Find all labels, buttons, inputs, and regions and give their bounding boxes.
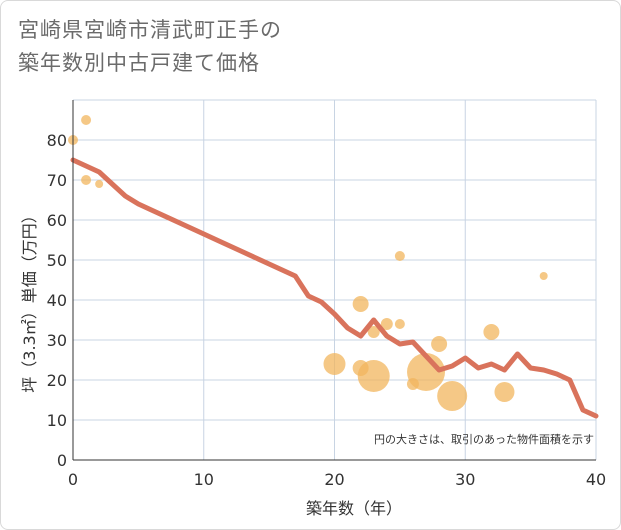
y-tick-label: 70 bbox=[47, 171, 67, 190]
data-point bbox=[494, 382, 515, 402]
data-point bbox=[407, 353, 446, 391]
size-note: 円の大きさは、取引のあった物件面積を示す bbox=[374, 432, 594, 446]
chart-title-line-2: 築年数別中古戸建て価格 bbox=[18, 51, 260, 75]
data-point bbox=[357, 360, 390, 392]
x-tick-label: 0 bbox=[68, 470, 78, 489]
data-point bbox=[380, 318, 393, 330]
y-tick-label: 20 bbox=[47, 371, 67, 390]
average-line-group bbox=[70, 157, 599, 419]
data-points bbox=[68, 115, 548, 411]
x-tick-label: 30 bbox=[455, 470, 475, 489]
x-tick-label: 10 bbox=[194, 470, 214, 489]
x-axis-label: 築年数（年） bbox=[306, 499, 402, 518]
average-line bbox=[70, 157, 599, 419]
data-point bbox=[394, 319, 405, 329]
data-point bbox=[95, 180, 104, 188]
tick-labels: 0 10 20 30 40 50 60 70 80 0 10 20 30 40 bbox=[47, 131, 607, 489]
y-tick-label: 0 bbox=[57, 451, 67, 470]
data-point bbox=[394, 251, 405, 261]
y-tick-label: 60 bbox=[47, 211, 67, 230]
data-point bbox=[431, 336, 448, 352]
data-point bbox=[483, 324, 500, 340]
data-point bbox=[539, 272, 548, 280]
y-tick-label: 80 bbox=[47, 131, 67, 150]
x-tick-label: 20 bbox=[324, 470, 344, 489]
y-tick-label: 10 bbox=[47, 411, 67, 430]
grid bbox=[73, 99, 597, 460]
x-tick-label: 40 bbox=[586, 470, 606, 489]
data-point bbox=[323, 353, 346, 375]
data-point bbox=[437, 381, 468, 411]
y-axis-label: 坪（3.3㎡）単価（万円） bbox=[20, 207, 39, 392]
y-tick-label: 50 bbox=[47, 251, 67, 270]
axes bbox=[72, 100, 596, 461]
chart-title: 宮崎県宮崎市清武町正手の 築年数別中古戸建て価格 bbox=[18, 14, 282, 80]
y-tick-label: 30 bbox=[47, 331, 67, 350]
data-point bbox=[367, 326, 380, 338]
chart-title-line-1: 宮崎県宮崎市清武町正手の bbox=[18, 18, 282, 42]
data-point bbox=[352, 296, 369, 312]
data-point bbox=[81, 115, 92, 125]
data-point bbox=[81, 175, 92, 185]
y-tick-label: 40 bbox=[47, 291, 67, 310]
